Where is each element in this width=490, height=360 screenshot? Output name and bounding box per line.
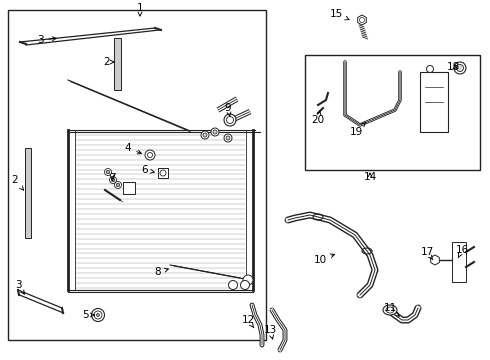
Text: 8: 8 (155, 267, 169, 277)
Ellipse shape (92, 309, 104, 321)
Text: 11: 11 (383, 303, 399, 316)
Text: 19: 19 (349, 122, 366, 137)
Bar (158, 168, 168, 178)
Text: 4: 4 (124, 143, 142, 154)
Text: 3: 3 (37, 35, 56, 45)
Bar (8, 10, 266, 340)
Ellipse shape (360, 18, 365, 23)
Ellipse shape (241, 280, 249, 289)
Ellipse shape (160, 170, 166, 176)
Ellipse shape (115, 181, 122, 189)
Bar (114, 38, 121, 90)
Text: 20: 20 (312, 111, 324, 125)
Text: 1: 1 (137, 3, 143, 13)
Ellipse shape (383, 305, 397, 315)
Ellipse shape (213, 130, 217, 134)
Ellipse shape (106, 170, 110, 174)
Ellipse shape (457, 64, 464, 72)
Text: 2: 2 (104, 57, 114, 67)
Ellipse shape (228, 280, 238, 289)
Text: 3: 3 (15, 280, 24, 294)
Text: 13: 13 (264, 325, 277, 339)
Bar (452, 242, 466, 282)
Bar (25, 148, 31, 238)
Text: 15: 15 (329, 9, 349, 20)
Ellipse shape (243, 275, 253, 285)
Text: 14: 14 (364, 172, 377, 182)
Ellipse shape (226, 117, 234, 123)
Ellipse shape (147, 153, 152, 158)
Text: 16: 16 (455, 245, 468, 258)
Text: 2: 2 (12, 175, 24, 190)
Ellipse shape (224, 114, 236, 126)
Ellipse shape (224, 134, 232, 142)
Text: 18: 18 (446, 62, 460, 72)
Ellipse shape (145, 150, 155, 160)
Ellipse shape (97, 314, 99, 316)
Bar (123, 182, 135, 194)
Text: 17: 17 (420, 247, 434, 260)
Ellipse shape (116, 183, 120, 187)
Ellipse shape (104, 168, 112, 176)
Ellipse shape (454, 62, 466, 74)
Ellipse shape (386, 307, 394, 313)
Ellipse shape (203, 133, 207, 137)
Bar (305, 55, 480, 170)
Ellipse shape (211, 128, 219, 136)
Ellipse shape (226, 136, 230, 140)
Bar (420, 72, 448, 132)
Text: 7: 7 (109, 173, 115, 183)
Ellipse shape (109, 176, 117, 184)
Ellipse shape (94, 311, 102, 319)
Text: 5: 5 (82, 310, 94, 320)
Ellipse shape (201, 131, 209, 139)
Text: 6: 6 (142, 165, 154, 175)
Text: 10: 10 (314, 254, 335, 265)
Ellipse shape (426, 66, 434, 72)
Text: 9: 9 (225, 103, 231, 116)
Ellipse shape (111, 178, 115, 182)
Text: 12: 12 (242, 315, 255, 328)
